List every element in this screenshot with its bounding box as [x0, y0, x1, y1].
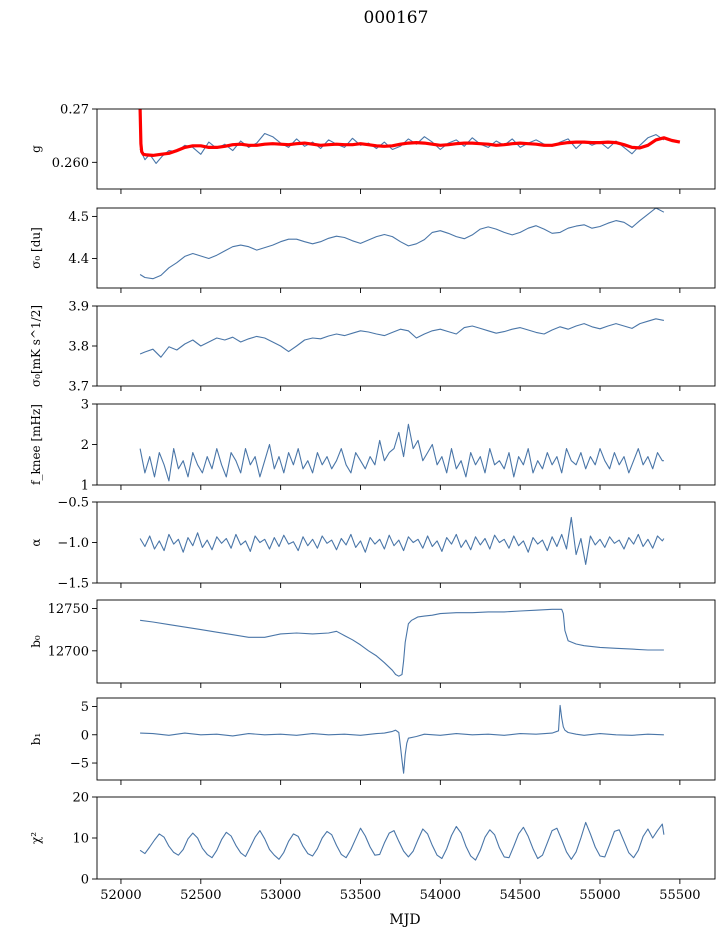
y-tick-label: −1.5 — [57, 577, 89, 592]
y-tick-label: 2 — [81, 438, 89, 453]
x-tick-label: 52000 — [100, 888, 141, 903]
panel-8: 0 10 20 52000 52500 53000 53500 54000 54500 55000… — [29, 791, 716, 903]
axes-frame — [96, 207, 716, 289]
series-line-2-1 — [139, 207, 665, 280]
x-tick-label: 52500 — [180, 888, 221, 903]
y-tick-label: 0.27 — [60, 103, 89, 118]
panel-6: 12700 12750 b₀ — [29, 599, 716, 688]
series-line-6-1 — [140, 608, 664, 677]
y-tick-label: 5 — [81, 700, 89, 715]
y-axis-label: χ² — [29, 832, 43, 844]
series-line-5-1 — [139, 516, 665, 565]
y-tick-label: −0.5 — [57, 496, 89, 511]
y-tick-label: 0.260 — [52, 156, 89, 171]
y-axis-label: b₀ — [29, 635, 43, 648]
series-line-4-1 — [139, 423, 664, 482]
y-axis-label: f_knee [mHz] — [29, 404, 43, 485]
y-tick-label: 4.4 — [68, 252, 89, 267]
y-tick-label: 0 — [81, 728, 89, 743]
axes-frame — [96, 697, 716, 781]
x-tick-label: 53000 — [260, 888, 301, 903]
series-line-3-1 — [139, 318, 665, 358]
y-axis-label: g — [29, 145, 43, 153]
axes-frame — [96, 599, 716, 684]
panel-4: 1 2 3 f_knee [mHz] — [29, 398, 716, 494]
series-line-7-1 — [140, 704, 664, 774]
panel-2: 4.4 4.5 σ₀ [du] — [29, 207, 716, 293]
y-tick-label: 12700 — [48, 644, 89, 659]
x-axis-label: MJD — [389, 912, 420, 928]
y-tick-label: −1.0 — [57, 536, 89, 551]
y-tick-label: 3.7 — [68, 380, 89, 395]
panels: 0.260 0.27 g 4.4 4.5 σ₀ [du] 3.7 3.8 3.9 σ₀[mK s^… — [29, 103, 716, 903]
series-line-1-2 — [138, 108, 681, 157]
panel-7: −5 0 5 b₁ — [29, 697, 716, 785]
y-axis-label: α — [29, 538, 43, 546]
y-tick-label: 12750 — [48, 602, 89, 617]
panel-5: −1.5 −1.0 −0.5 α — [29, 496, 716, 592]
y-tick-label: 3 — [81, 398, 89, 413]
panel-3: 3.7 3.8 3.9 σ₀[mK s^1/2] — [29, 300, 716, 395]
y-tick-label: −5 — [70, 757, 89, 772]
y-axis-label: b₁ — [29, 733, 43, 746]
axes-frame — [96, 108, 716, 190]
y-tick-label: 4.5 — [68, 210, 89, 225]
y-axis-label: σ₀ [du] — [29, 227, 43, 269]
x-tick-label: 55500 — [659, 888, 700, 903]
y-axis-label: σ₀[mK s^1/2] — [29, 305, 43, 387]
panel-1: 0.260 0.27 g — [29, 103, 716, 194]
x-tick-label: 54000 — [420, 888, 461, 903]
y-tick-label: 1 — [81, 479, 89, 494]
series-line-8-1 — [139, 821, 665, 861]
y-tick-label: 3.8 — [68, 340, 89, 355]
y-tick-label: 0 — [81, 873, 89, 888]
figure-title: 000167 — [364, 8, 429, 28]
y-tick-label: 10 — [72, 832, 89, 847]
x-tick-label: 53500 — [340, 888, 381, 903]
x-tick-label: 55000 — [579, 888, 620, 903]
y-tick-label: 20 — [72, 791, 89, 806]
x-tick-label: 54500 — [499, 888, 540, 903]
y-tick-label: 3.9 — [68, 300, 89, 315]
